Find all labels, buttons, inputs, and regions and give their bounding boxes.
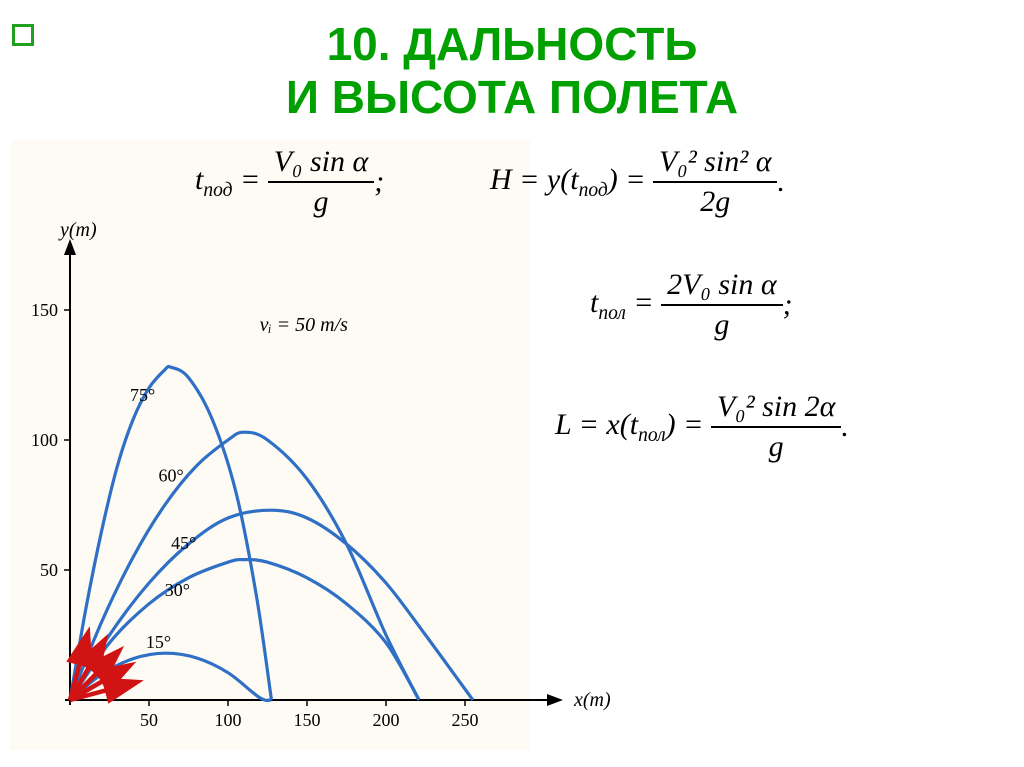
formula-t-pol: tпол = 2V₀ sin α g ; <box>590 268 793 342</box>
title-line-1: 10. ДАЛЬНОСТЬ <box>0 18 1024 71</box>
sub-pod: под <box>203 180 232 201</box>
title-line-2: И ВЫСОТА ПОЛЕТА <box>0 71 1024 124</box>
formula-l: L = x(tпол) = V₀² sin 2α g . <box>555 390 849 464</box>
formula-t-pod: tпод = V₀ sin α g ; <box>195 145 384 219</box>
svg-text:100: 100 <box>31 430 58 450</box>
den-tpol: g <box>661 308 783 342</box>
svg-text:vᵢ = 50 m/s: vᵢ = 50 m/s <box>260 314 349 336</box>
bullet-decorator <box>12 24 34 46</box>
svg-text:45°: 45° <box>171 533 196 553</box>
svg-text:75°: 75° <box>130 385 155 405</box>
page-title: 10. ДАЛЬНОСТЬ И ВЫСОТА ПОЛЕТА <box>0 0 1024 124</box>
svg-text:100: 100 <box>215 710 242 730</box>
sub-pol: пол <box>598 303 626 324</box>
svg-text:30°: 30° <box>165 580 190 600</box>
den-l: g <box>711 430 842 464</box>
den-tpod: g <box>268 185 375 219</box>
svg-text:250: 250 <box>452 710 479 730</box>
den-h: 2g <box>653 185 778 219</box>
trajectory-chart: 50 100 150 200 250 50 100 150 x(m) y(m) vᵢ = 50 m/… <box>0 140 1024 760</box>
svg-text:15°: 15° <box>146 632 171 652</box>
num-h: V₀² sin² α <box>653 145 778 179</box>
svg-text:x(m): x(m) <box>573 689 611 711</box>
svg-text:50: 50 <box>40 560 58 580</box>
svg-text:150: 150 <box>31 300 58 320</box>
chart-area: 50 100 150 200 250 50 100 150 x(m) y(m) vᵢ = 50 m/… <box>0 140 1024 760</box>
svg-text:50: 50 <box>140 710 158 730</box>
page: 10. ДАЛЬНОСТЬ И ВЫСОТА ПОЛЕТА 50 100 150 20… <box>0 0 1024 767</box>
num-tpod: V₀ sin α <box>268 145 375 179</box>
svg-text:60°: 60° <box>158 466 183 486</box>
svg-text:y(m): y(m) <box>58 219 97 241</box>
svg-text:200: 200 <box>373 710 400 730</box>
num-tpol: 2V₀ sin α <box>661 268 783 302</box>
formula-h: H = y(tпод) = V₀² sin² α 2g . <box>490 145 785 219</box>
num-l: V₀² sin 2α <box>711 390 842 424</box>
sub-pod2: под <box>579 180 608 201</box>
svg-text:150: 150 <box>294 710 321 730</box>
sub-pol2: пол <box>638 425 666 446</box>
